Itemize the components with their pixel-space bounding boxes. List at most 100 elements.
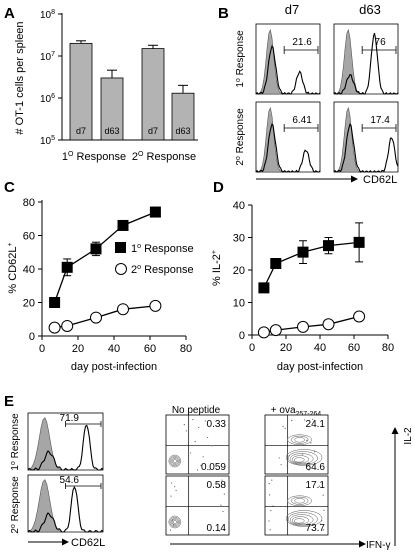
panel-d-y-axis-label: % IL-2+	[211, 250, 223, 286]
panel-d-x-tick-label: 20	[280, 342, 292, 354]
panel-e-event-dot	[280, 463, 282, 466]
panel-e-event-dot	[278, 457, 280, 459]
panel-e-event-dot	[224, 483, 226, 485]
panel-e-event-dot	[312, 418, 314, 420]
panel-c-x-tick-label: 0	[39, 343, 45, 355]
panel-e-event-dot	[175, 489, 177, 492]
panel-c-data-point	[48, 321, 61, 334]
panel-d-x-tick-label: 60	[348, 342, 360, 354]
panel-c-data-point	[90, 311, 102, 324]
panel-e-contour-line	[294, 498, 305, 504]
panel-e-event-dot	[192, 419, 194, 421]
panel-d-data-point	[270, 258, 282, 269]
panel-e-event-dot	[313, 451, 316, 453]
panel-a-bar-label: d7	[148, 126, 158, 136]
panel-c-data-point	[149, 206, 161, 218]
panel-c-legend-marker-1	[115, 242, 126, 253]
panel-e-contour-line	[170, 517, 179, 527]
panel-e-event-dot	[170, 495, 172, 497]
panel-e-contour-line	[170, 456, 179, 466]
panel-e-event-dot	[323, 529, 325, 531]
panel-e-event-dot	[282, 425, 284, 428]
panel-c: 0 20 40 60 80 0 20 40 60 80 % CD62L+ day post-inf…	[7, 197, 194, 373]
panel-e-event-dot	[268, 520, 270, 522]
panel-e-contour-line	[293, 518, 305, 524]
panel-c-y-axis-label: % CD62L+	[7, 242, 19, 293]
panel-d-y-tick-label: 20	[233, 265, 245, 277]
panel-c-y-tick-label: 0	[29, 331, 35, 343]
panel-c-data-point	[149, 299, 162, 312]
panel-c-legend-label-2: 2o Response	[131, 264, 194, 276]
panel-c-x-tick-label: 40	[108, 343, 120, 355]
panel-b-row-label-1: 1o Response	[235, 30, 246, 88]
panel-letter-a: A	[4, 5, 15, 22]
panel-e-event-dot	[270, 510, 272, 512]
panel-letter-e: E	[4, 393, 14, 410]
panel-d-y-tick-label: 0	[239, 330, 245, 342]
panel-a-bar-label: d7	[76, 126, 86, 136]
panel-c-y-tick-label: 60	[23, 231, 35, 243]
panel-b-sample-histogram	[255, 45, 321, 95]
panel-e-event-dot	[171, 482, 173, 484]
panel-e-contour-line	[290, 435, 309, 444]
panel-b-gate-value: 17.4	[370, 115, 390, 126]
panel-d-data-point	[353, 310, 366, 323]
panel-letter-b: B	[218, 5, 229, 22]
panel-e-event-dot	[222, 510, 224, 513]
panel-e-event-dot	[321, 520, 323, 522]
panel-e-column-label-2: + ova257-264	[271, 405, 322, 418]
panel-c-legend-label-1: 1o Response	[131, 243, 194, 255]
panel-a-bar-label: d63	[104, 126, 119, 136]
panel-d-y-tick-label: 10	[233, 298, 245, 310]
panel-e-quadrant-value-top: 24.1	[306, 419, 326, 430]
panel-e-event-dot	[202, 456, 204, 458]
panel-e-event-dot	[219, 530, 221, 532]
panel-e-event-dot	[171, 519, 174, 521]
panel-e-contour-line	[287, 512, 318, 526]
panel-e-event-dot	[301, 453, 304, 455]
panel-letter-d: D	[213, 179, 224, 196]
panel-e-event-dot	[183, 423, 185, 426]
panel-e-event-dot	[196, 469, 199, 471]
panel-e-event-dot	[174, 486, 176, 488]
panel-e-event-dot	[198, 426, 200, 429]
panel-b-gate-value: 21.6	[292, 37, 312, 48]
panel-e-event-dot	[200, 464, 202, 466]
panel-c-x-tick-label: 20	[72, 343, 84, 355]
panel-e-event-dot	[322, 494, 324, 496]
panel-b-sample-histogram	[255, 123, 321, 173]
panel-e-contour-line	[171, 519, 178, 526]
panel-e-contour-x-axis-label: IFN-γ	[366, 540, 390, 551]
panel-e-contour-line	[287, 434, 312, 446]
panel-e-histogram-x-axis-label: CD62L	[71, 537, 105, 549]
panel-e-contour-line	[293, 457, 305, 463]
panel-e-event-dot	[187, 466, 190, 469]
panel-a-y-tick-label: 105	[40, 135, 55, 147]
panel-c-x-tick-label: 60	[144, 343, 156, 355]
panel-e-event-dot	[304, 419, 306, 421]
panel-a: 105 106 107 108 d7 d63 d7 d63 # OT-1 cells per…	[14, 9, 198, 163]
panel-d-y-tick-label: 30	[233, 233, 245, 245]
panel-e-event-dot	[268, 494, 271, 496]
panel-e-sample-histogram	[27, 485, 104, 533]
panel-d-data-point	[323, 240, 334, 252]
panel-d-x-tick-label: 0	[249, 342, 255, 354]
panel-c-legend-marker-2	[115, 263, 127, 275]
panel-e-contour-line	[291, 455, 309, 464]
panel-d-x-axis-label: day post-infection	[277, 361, 363, 373]
panel-e-contour-line	[285, 449, 323, 466]
panel-e-event-dot	[220, 504, 222, 506]
panel-e-event-dot	[190, 452, 192, 454]
panel-c-series-line	[53, 211, 156, 303]
panel-d-data-point	[322, 318, 335, 331]
panel-e-event-dot	[172, 524, 175, 526]
panel-a-y-tick-label: 107	[40, 51, 55, 63]
panel-d-data-point	[257, 326, 270, 339]
panel-e-event-dot	[268, 483, 270, 485]
panel-e-event-dot	[318, 485, 321, 487]
panel-e-contour-line	[169, 516, 180, 528]
panel-c-y-tick-label: 20	[23, 298, 35, 310]
panel-e-column-label-1: No peptide	[172, 405, 221, 416]
panel-e-event-dot	[323, 509, 325, 511]
